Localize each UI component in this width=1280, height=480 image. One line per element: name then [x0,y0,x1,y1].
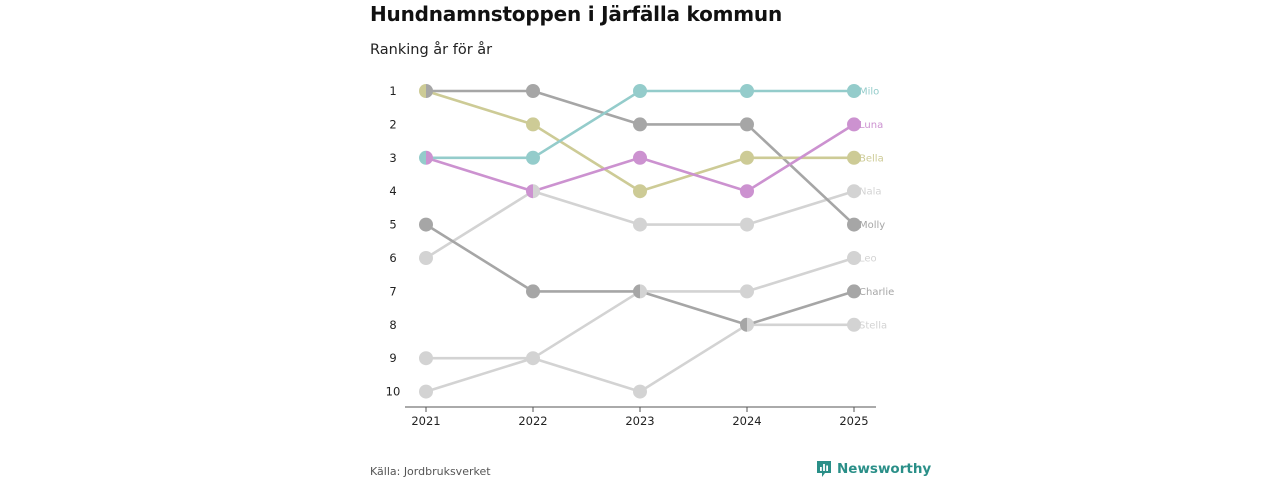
point-tie [526,351,540,366]
chart-subtitle: Ranking år för år [370,42,493,58]
point-stella [419,351,433,366]
point-milo [740,84,754,98]
source-note: Källa: Jordbruksverket [370,465,491,478]
y-tick-label: 4 [389,184,396,198]
point-milo [847,84,861,98]
point-stella [747,317,754,332]
series-label-stella: Stella [859,320,887,331]
point-charlie [526,284,540,299]
point-molly [847,217,861,232]
series-label-milo: Milo [859,87,879,98]
point-luna [426,150,433,165]
point-milo [633,84,647,98]
brand-logo[interactable]: Newsworthy [816,460,931,478]
chart-title: Hundnamnstoppen i Järfälla kommun [370,2,782,26]
point-charlie [633,284,640,299]
point-milo [526,150,540,165]
point-milo [419,150,426,165]
point-leo [640,284,647,299]
x-tick-label: 2024 [732,414,761,428]
point-leo [419,384,433,399]
point-bella [740,150,754,165]
y-tick-label: 2 [389,117,396,131]
point-stella [847,317,861,332]
y-tick-label: 7 [389,284,396,298]
point-leo [740,284,754,299]
point-luna [740,184,754,199]
point-charlie [419,217,433,232]
y-tick-label: 6 [389,251,396,265]
y-tick-label: 9 [389,351,396,365]
brand-name: Newsworthy [837,461,932,477]
series-label-charlie: Charlie [859,287,894,298]
point-leo [847,251,861,265]
y-tick-label: 3 [389,151,396,165]
x-tick-label: 2025 [839,414,868,428]
series-label-bella: Bella [859,153,884,164]
point-nala [419,251,433,265]
point-leo [533,351,540,366]
point-charlie [740,317,747,332]
series-label-luna: Luna [859,120,883,131]
point-bella [526,117,540,132]
series-label-leo: Leo [859,254,877,265]
point-tie [526,184,540,199]
point-tie [740,317,754,332]
point-bella [633,184,647,199]
point-molly [633,117,647,132]
point-bella [847,150,861,165]
newsworthy-logo-icon [817,461,831,477]
series-label-nala: Nala [859,187,882,198]
point-tie [419,84,433,98]
point-nala [633,217,647,232]
y-tick-label: 1 [389,84,396,98]
point-tie [419,150,433,165]
point-luna [526,184,533,199]
y-tick-label: 5 [389,218,396,232]
point-nala [847,184,861,199]
series-line-bella [424,89,856,193]
x-tick-label: 2023 [625,414,654,428]
point-charlie [847,284,861,299]
point-nala [740,217,754,232]
point-bella [419,84,426,98]
y-tick-label: 10 [386,385,401,399]
point-luna [633,150,647,165]
point-molly [426,84,433,98]
x-tick-label: 2021 [411,414,440,428]
y-tick-label: 8 [389,318,396,332]
point-luna [847,117,861,132]
series-label-molly: Molly [859,220,885,231]
x-tick-label: 2022 [518,414,547,428]
point-stella [633,384,647,399]
point-molly [740,117,754,132]
point-molly [526,84,540,98]
series-line-charlie [424,223,856,327]
point-nala [533,184,540,199]
series-line-stella [424,323,856,393]
point-tie [633,284,647,299]
point-stella [526,351,533,366]
